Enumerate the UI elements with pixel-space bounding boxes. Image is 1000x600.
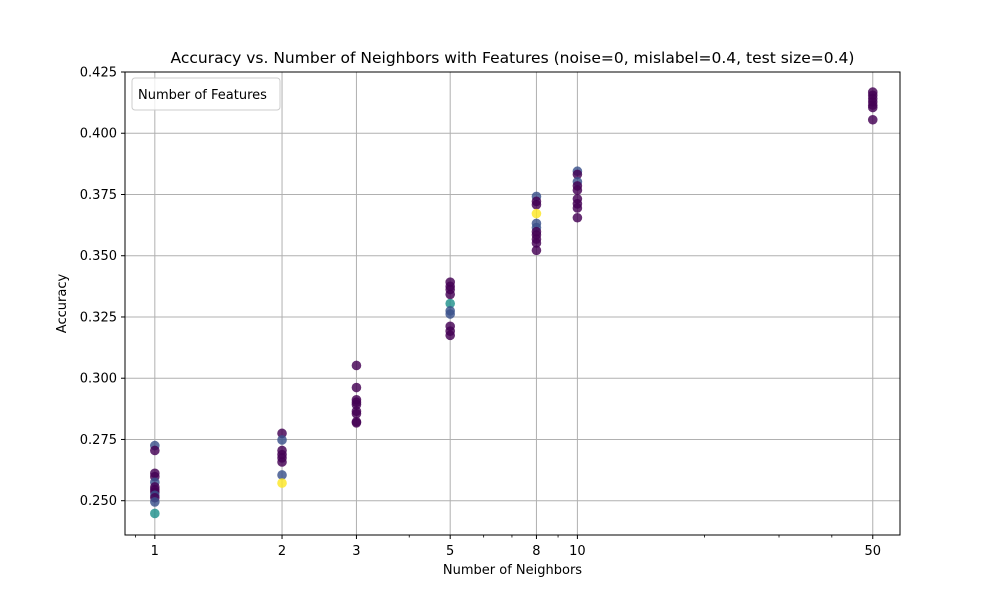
scatter-point (572, 185, 583, 195)
scatter-point (445, 330, 455, 341)
axis-ticks: 1 2 3 5 8 10 50 0.250 0.275 0.300 0.325 0.350 0.375 0… (80, 66, 881, 560)
x-tick-label: 50 (864, 544, 881, 559)
y-tick-label: 0.275 (80, 433, 117, 448)
scatter-point (351, 408, 362, 419)
y-tick-label: 0.350 (80, 249, 117, 264)
scatter-point (445, 298, 455, 309)
scatter-point (277, 435, 287, 445)
scatter-point (277, 478, 287, 488)
y-tick-label: 0.300 (80, 372, 117, 387)
chart-title: Accuracy vs. Number of Neighbors with Fe… (171, 49, 855, 67)
legend: Number of Features (131, 77, 281, 111)
legend-title: Number of Features (138, 88, 267, 103)
data-points (150, 87, 878, 519)
scatter-point (277, 428, 287, 439)
x-tick-label: 8 (532, 544, 540, 559)
plot-frame (124, 71, 901, 536)
scatter-point (572, 169, 583, 180)
x-tick-label: 5 (446, 544, 454, 559)
y-tick-label: 0.425 (80, 66, 117, 81)
legend-box (131, 77, 281, 111)
scatter-point (277, 470, 287, 480)
y-axis-label: Accuracy (55, 274, 70, 334)
scatter-point (531, 245, 542, 256)
y-tick-label: 0.400 (80, 127, 117, 142)
scatter-point (150, 497, 160, 507)
scatter-point (150, 508, 160, 519)
scatter-point (150, 445, 160, 456)
x-tick-label: 3 (352, 544, 360, 559)
scatter-point (572, 212, 583, 223)
scatter-point (445, 289, 455, 300)
scatter-point (531, 238, 542, 248)
x-tick-label: 10 (569, 544, 586, 559)
scatter-point (351, 360, 362, 371)
scatter-point (531, 199, 542, 210)
scatter-point (531, 208, 542, 219)
y-tick-label: 0.250 (80, 494, 117, 509)
scatter-point (277, 457, 287, 467)
scatter-point (572, 203, 583, 213)
y-tick-label: 0.325 (80, 310, 117, 325)
scatter-point (351, 418, 362, 428)
scatter-point (351, 399, 362, 410)
x-axis-label: Number of Neighbors (443, 563, 582, 578)
scatter-point (351, 382, 362, 393)
scatter-point (867, 114, 878, 125)
x-tick-label: 2 (278, 544, 286, 559)
y-tick-label: 0.375 (80, 188, 117, 203)
scatter-point (445, 309, 455, 319)
x-tick-label: 1 (151, 544, 159, 559)
scatter-point (867, 102, 878, 113)
